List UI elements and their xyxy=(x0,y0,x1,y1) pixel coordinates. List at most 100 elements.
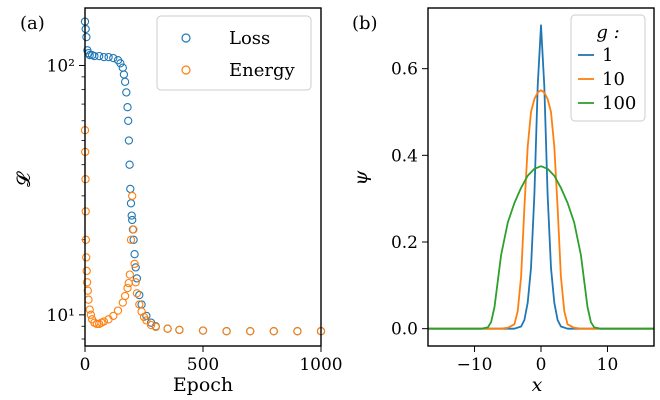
energy-point xyxy=(246,327,255,336)
panel-a-legend-box xyxy=(156,15,312,91)
panel-a-xlabel: Epoch xyxy=(173,374,233,396)
loss-point xyxy=(90,51,99,61)
panel-b-ytick-label: 0.2 xyxy=(391,233,418,253)
legend-g1-label: 1 xyxy=(602,45,613,66)
loss-point xyxy=(120,77,130,86)
energy-point xyxy=(126,235,136,244)
loss-point xyxy=(132,274,142,283)
panel-a-ylabel: 𝓛 xyxy=(13,171,35,187)
loss-point xyxy=(116,59,125,68)
panel-b-xtick-label: 0 xyxy=(536,355,547,375)
panel-b-frame xyxy=(427,7,655,347)
series-g100-line xyxy=(428,165,654,330)
panel-a-ticks: 0 500 1000 10¹ 10² xyxy=(47,56,343,375)
energy-point xyxy=(269,327,278,336)
loss-point xyxy=(122,88,131,97)
loss-point xyxy=(95,51,104,61)
energy-point xyxy=(146,320,156,330)
loss-point xyxy=(125,160,134,169)
energy-point xyxy=(125,270,134,279)
energy-point xyxy=(81,235,91,244)
energy-point xyxy=(85,305,94,314)
panel-b-xtick-label: 10 xyxy=(597,355,619,375)
loss-point xyxy=(129,235,138,244)
series-g1-line xyxy=(428,24,654,330)
energy-point xyxy=(130,259,139,269)
energy-point xyxy=(84,295,93,304)
energy-point xyxy=(151,322,160,332)
panel-b-ticks: −10 0 10 0.0 0.2 0.4 0.6 xyxy=(391,60,618,375)
energy-point xyxy=(99,317,109,326)
energy-point xyxy=(113,306,123,315)
energy-point xyxy=(132,289,142,298)
loss-point xyxy=(126,184,135,194)
panel-a-xtick-label: 0 xyxy=(80,355,91,375)
panel-b-label: (b) xyxy=(352,13,378,34)
panel-a-xtick-label: 1000 xyxy=(299,355,342,375)
energy-point xyxy=(163,324,172,333)
loss-point xyxy=(128,215,137,225)
loss-point xyxy=(104,52,113,62)
series-g10-line xyxy=(428,89,654,330)
loss-point xyxy=(127,211,136,220)
energy-point xyxy=(222,327,231,336)
loss-point xyxy=(119,70,129,79)
panel-a-ytick-label: 10² xyxy=(47,56,75,76)
legend-energy-marker xyxy=(181,65,191,75)
loss-point xyxy=(131,263,140,272)
panel-b-legend: g : 1 10 100 xyxy=(570,14,646,122)
energy-point xyxy=(120,291,130,301)
legend-g100-label: 100 xyxy=(602,93,636,114)
energy-point xyxy=(137,307,146,316)
legend-g10-label: 10 xyxy=(602,69,625,90)
loss-point xyxy=(85,50,94,60)
legend-loss-label: Loss xyxy=(229,28,270,49)
energy-point xyxy=(142,316,151,325)
loss-point xyxy=(130,250,139,259)
energy-point xyxy=(129,225,138,234)
energy-point xyxy=(82,278,92,287)
energy-point xyxy=(82,253,91,262)
panel-a-ytick-label: 10¹ xyxy=(47,306,75,326)
energy-point xyxy=(175,325,184,335)
panel-b-ytick-label: 0.6 xyxy=(391,60,418,80)
panel-b-ytick-label: 0.4 xyxy=(391,146,418,166)
energy-point xyxy=(109,311,118,321)
panel-b-ylabel: ψ xyxy=(350,169,372,185)
panel-a-legend: Loss Energy xyxy=(156,15,312,91)
panel-a-xtick-label: 500 xyxy=(187,355,219,375)
loss-point xyxy=(124,136,134,145)
panel-b-xlabel: x xyxy=(532,374,543,396)
legend-energy-label: Energy xyxy=(229,60,296,81)
loss-point xyxy=(109,53,118,63)
energy-point xyxy=(92,319,101,329)
legend-loss-marker xyxy=(181,33,191,43)
energy-point xyxy=(86,310,96,319)
loss-point xyxy=(82,32,91,42)
energy-point xyxy=(198,326,208,335)
panel-b-lines xyxy=(428,24,654,330)
energy-point xyxy=(83,286,92,295)
energy-point xyxy=(135,300,144,309)
panel-a: (a) 𝓛 Epoch 0 500 1000 10¹ 10² Loss Energy xyxy=(13,7,343,396)
energy-point xyxy=(131,278,140,287)
panel-b-legend-title: g : xyxy=(596,22,619,43)
panel-b-legend-box xyxy=(570,14,646,122)
panel-a-label: (a) xyxy=(20,13,45,34)
panel-a-frame xyxy=(84,7,322,347)
energy-point xyxy=(123,283,132,293)
loss-point xyxy=(126,199,136,208)
loss-point xyxy=(124,116,133,125)
energy-point xyxy=(82,266,91,276)
loss-point xyxy=(118,63,127,72)
energy-point xyxy=(124,278,133,288)
panel-b-xtick-label: −10 xyxy=(457,355,493,375)
energy-point xyxy=(293,327,302,336)
panel-b: (b) ψ x −10 0 10 0.0 0.2 0.4 0.6 g : 1 10 100 xyxy=(350,7,655,396)
loss-point xyxy=(99,52,109,62)
loss-point xyxy=(135,290,144,300)
panel-b-ytick-label: 0.0 xyxy=(391,320,418,340)
loss-point xyxy=(123,103,132,112)
energy-point xyxy=(128,191,137,201)
